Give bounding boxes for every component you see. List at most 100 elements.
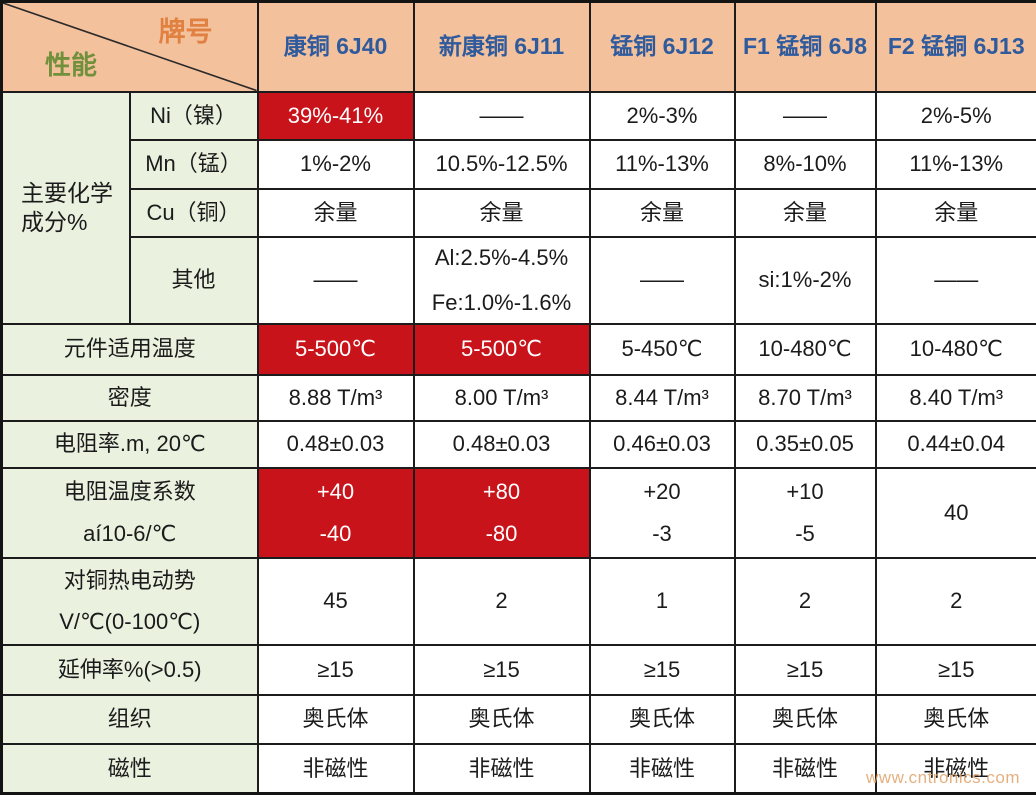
data-cell: 奥氏体 — [735, 695, 876, 744]
data-cell: 8.88 T/m³ — [258, 375, 414, 421]
data-cell: ≥15 — [590, 645, 735, 695]
column-header-6j11: 新康铜 6J11 — [414, 2, 590, 92]
data-cell-highlight: 5-500℃ — [258, 324, 414, 375]
data-cell: 余量 — [876, 189, 1036, 237]
data-cell: ≥15 — [414, 645, 590, 695]
cell-line: Fe:1.0%-1.6% — [432, 289, 571, 317]
data-cell: 余量 — [258, 189, 414, 237]
data-cell: 10-480℃ — [876, 324, 1036, 375]
group-label-line2: 成分% — [21, 208, 129, 237]
row-label-line: aí10-6/℃ — [83, 520, 176, 548]
cell-line: +10 — [786, 478, 823, 506]
data-cell: 8.00 T/m³ — [414, 375, 590, 421]
row-group-chemical-composition: 主要化学 成分% — [2, 92, 130, 324]
data-cell-highlight: +40 -40 — [258, 468, 414, 558]
row-label-mn: Mn（锰） — [130, 140, 258, 189]
data-cell: 奥氏体 — [876, 695, 1036, 744]
row-label-line: 电阻温度系数 — [64, 478, 196, 506]
data-cell: 2%-5% — [876, 92, 1036, 140]
cell-line: —— — [640, 266, 684, 294]
data-cell: 45 — [258, 558, 414, 645]
data-cell: 11%-13% — [876, 140, 1036, 189]
data-cell-highlight: 5-500℃ — [414, 324, 590, 375]
row-label-density: 密度 — [2, 375, 258, 421]
row-label-operating-temperature: 元件适用温度 — [2, 324, 258, 375]
data-cell: 0.44±0.04 — [876, 421, 1036, 468]
data-cell: 8%-10% — [735, 140, 876, 189]
data-cell: ≥15 — [876, 645, 1036, 695]
data-cell: 11%-13% — [590, 140, 735, 189]
data-cell: 1%-2% — [258, 140, 414, 189]
header-corner-cell: 牌号 性能 — [2, 2, 258, 92]
data-cell: ≥15 — [258, 645, 414, 695]
data-cell: 奥氏体 — [258, 695, 414, 744]
data-cell: 5-450℃ — [590, 324, 735, 375]
cell-line: —— — [314, 266, 358, 294]
data-cell: 2 — [735, 558, 876, 645]
data-cell: 非磁性 — [414, 744, 590, 794]
data-cell: 8.70 T/m³ — [735, 375, 876, 421]
row-label-line: 对铜热电动势 — [64, 567, 196, 595]
data-cell: 非磁性 — [735, 744, 876, 794]
row-label-structure: 组织 — [2, 695, 258, 744]
row-label-cu: Cu（铜） — [130, 189, 258, 237]
column-header-6j40: 康铜 6J40 — [258, 2, 414, 92]
cell-line: -5 — [795, 520, 815, 548]
data-cell: 0.35±0.05 — [735, 421, 876, 468]
data-cell: 余量 — [414, 189, 590, 237]
cell-line: +40 — [317, 478, 354, 506]
data-cell-highlight: 39%-41% — [258, 92, 414, 140]
data-cell: 2 — [876, 558, 1036, 645]
data-cell: 余量 — [735, 189, 876, 237]
group-label-line1: 主要化学 — [21, 179, 129, 208]
data-cell: —— — [876, 237, 1036, 324]
data-cell: 非磁性 — [590, 744, 735, 794]
row-label-elongation: 延伸率%(>0.5) — [2, 645, 258, 695]
data-cell-highlight: +80 -80 — [414, 468, 590, 558]
watermark-text: www.cntronics.com — [866, 768, 1020, 788]
cell-line: si:1%-2% — [759, 266, 852, 294]
cell-line: -40 — [320, 520, 352, 548]
row-label-emf: 对铜热电动势 V/℃(0-100℃) — [2, 558, 258, 645]
diagonal-line — [3, 3, 257, 91]
column-header-6j13: F2 锰铜 6J13 — [876, 2, 1036, 92]
data-cell: 10.5%-12.5% — [414, 140, 590, 189]
cell-line: 40 — [944, 499, 968, 527]
data-cell: 40 — [876, 468, 1036, 558]
data-cell: 奥氏体 — [414, 695, 590, 744]
cell-line: -80 — [486, 520, 518, 548]
data-cell: 0.48±0.03 — [258, 421, 414, 468]
column-header-6j8: F1 锰铜 6J8 — [735, 2, 876, 92]
data-cell: 非磁性 — [258, 744, 414, 794]
row-label-magnetism: 磁性 — [2, 744, 258, 794]
data-cell: —— — [590, 237, 735, 324]
corner-label-brand: 牌号 — [159, 16, 213, 50]
data-cell: 8.40 T/m³ — [876, 375, 1036, 421]
data-cell: +10 -5 — [735, 468, 876, 558]
data-cell: —— — [735, 92, 876, 140]
data-cell: 2%-3% — [590, 92, 735, 140]
row-label-resistivity: 电阻率.m, 20℃ — [2, 421, 258, 468]
row-label-ni: Ni（镍） — [130, 92, 258, 140]
data-cell: ≥15 — [735, 645, 876, 695]
data-cell: 余量 — [590, 189, 735, 237]
cell-line: —— — [934, 266, 978, 294]
row-label-tcr: 电阻温度系数 aí10-6/℃ — [2, 468, 258, 558]
data-cell: 10-480℃ — [735, 324, 876, 375]
row-label-line: V/℃(0-100℃) — [59, 608, 200, 636]
data-cell: 1 — [590, 558, 735, 645]
data-cell: si:1%-2% — [735, 237, 876, 324]
data-cell: —— — [258, 237, 414, 324]
data-cell: 2 — [414, 558, 590, 645]
data-cell: 0.46±0.03 — [590, 421, 735, 468]
data-cell: Al:2.5%-4.5% Fe:1.0%-1.6% — [414, 237, 590, 324]
cell-line: -3 — [652, 520, 672, 548]
data-cell: 0.48±0.03 — [414, 421, 590, 468]
cell-line: +80 — [483, 478, 520, 506]
data-cell: +20 -3 — [590, 468, 735, 558]
corner-label-property: 性能 — [45, 49, 97, 82]
cell-line: Al:2.5%-4.5% — [435, 244, 568, 272]
data-cell: 奥氏体 — [590, 695, 735, 744]
data-cell: —— — [414, 92, 590, 140]
